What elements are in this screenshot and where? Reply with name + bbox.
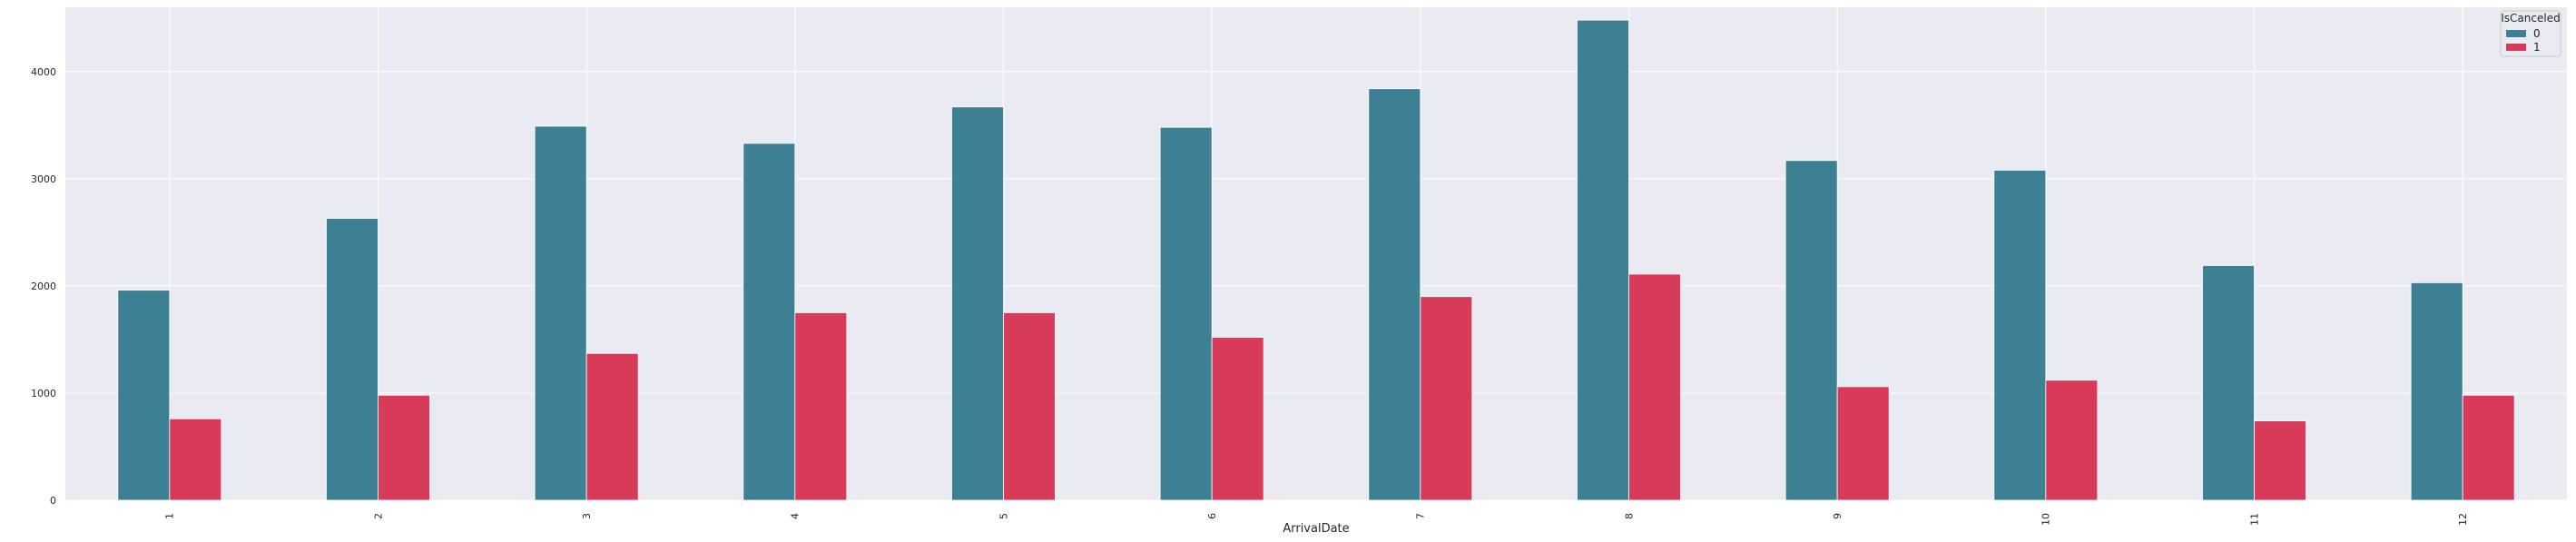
bar-series-0 xyxy=(1368,88,1421,501)
y-tick-label: 0 xyxy=(50,495,56,507)
bar-series-1 xyxy=(1628,273,1681,501)
bar-series-1 xyxy=(2462,394,2515,501)
bar-series-1 xyxy=(794,312,848,501)
x-tick-label: 6 xyxy=(1206,513,1218,519)
legend-swatch-1 xyxy=(2506,44,2526,51)
legend-label-0: 0 xyxy=(2533,27,2541,40)
y-tick-label: 2000 xyxy=(31,281,56,292)
bar-series-1 xyxy=(1420,296,1473,501)
x-axis-ticks: 1 2 3 4 5 6 7 8 9 10 11 12 xyxy=(164,513,2469,526)
bar-series-0 xyxy=(117,290,171,501)
bar-series-1 xyxy=(2254,420,2306,501)
x-tick-label: 10 xyxy=(2040,513,2052,526)
x-tick-label: 4 xyxy=(790,513,801,519)
y-tick-label: 3000 xyxy=(31,173,56,185)
legend-items: 01 xyxy=(2506,27,2541,54)
plot-background xyxy=(65,7,2567,500)
x-tick-label: 8 xyxy=(1623,513,1635,519)
bar-series-0 xyxy=(1159,126,1213,501)
bars xyxy=(117,19,2515,501)
x-axis-title: ArrivalDate xyxy=(1283,522,1349,536)
x-tick-label: 3 xyxy=(581,513,593,519)
x-tick-label: 2 xyxy=(372,513,384,519)
bar-series-1 xyxy=(1836,386,1890,501)
bar-series-0 xyxy=(534,125,587,501)
bar-series-1 xyxy=(169,418,222,501)
bar-series-1 xyxy=(378,394,430,501)
y-tick-label: 4000 xyxy=(31,66,56,78)
bar-series-0 xyxy=(2410,281,2463,501)
bar-series-0 xyxy=(1577,19,1629,501)
bar-series-0 xyxy=(742,143,796,501)
legend-title: IsCanceled xyxy=(2501,12,2560,25)
bar-series-0 xyxy=(951,106,1004,501)
y-axis-ticks: 0 1000 2000 3000 4000 xyxy=(31,66,56,507)
bar-series-1 xyxy=(1003,312,1056,501)
bar-series-0 xyxy=(326,218,379,501)
legend-swatch-0 xyxy=(2506,30,2526,37)
x-tick-label: 9 xyxy=(1832,513,1844,519)
bar-series-0 xyxy=(2202,265,2255,501)
bar-series-0 xyxy=(1785,160,1838,501)
x-tick-label: 1 xyxy=(164,513,176,519)
bar-series-1 xyxy=(585,352,639,501)
bar-series-1 xyxy=(1211,337,1264,501)
x-tick-label: 5 xyxy=(998,513,1009,519)
bar-series-0 xyxy=(1993,170,2047,501)
legend: IsCanceled 01 xyxy=(2500,10,2561,57)
legend-label-1: 1 xyxy=(2533,41,2541,54)
x-tick-label: 12 xyxy=(2457,513,2469,526)
bar-series-1 xyxy=(2045,379,2099,501)
x-tick-label: 11 xyxy=(2248,513,2260,526)
x-tick-label: 7 xyxy=(1415,513,1427,519)
y-tick-label: 1000 xyxy=(31,388,56,399)
